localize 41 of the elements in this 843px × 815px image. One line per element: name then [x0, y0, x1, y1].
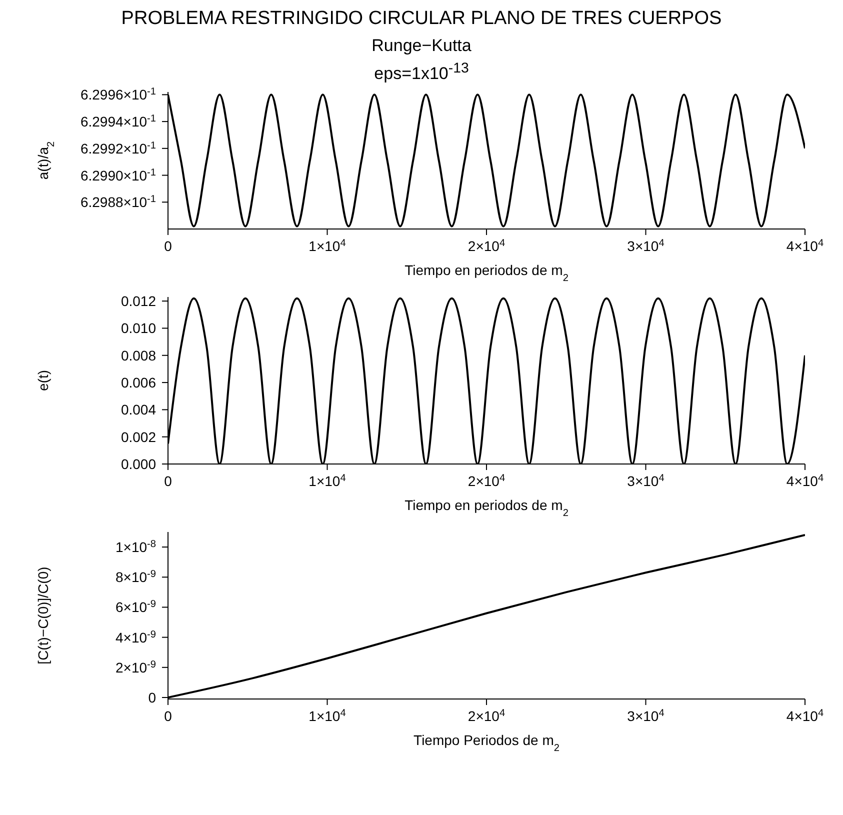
x-tick-label: 4×10$^{4}$	[786, 237, 824, 254]
y-tick-label: 6×10$^{-9}$	[115, 598, 156, 615]
x-tick-label: 3×10$^{4}$	[627, 707, 665, 724]
y-tick-label: 1×10$^{-8}$	[115, 538, 156, 555]
x-tick-label: 0	[164, 472, 172, 489]
y-tick-label: 0.002	[120, 428, 156, 444]
y-tick-label: 2×10$^{-9}$	[115, 658, 156, 676]
y-tick-label: 8×10$^{-9}$	[115, 568, 156, 585]
x-tick-label: 2×10$^{4}$	[468, 237, 506, 254]
x-tick-label: 1×10$^{4}$	[308, 237, 346, 254]
y-tick-label: 4×10$^{-9}$	[115, 628, 156, 645]
x-tick-label: 1×10$^{4}$	[308, 472, 346, 489]
y-tick-label: 0.012	[120, 292, 156, 309]
y-tick-label: 6.2988×10$^{-1}$	[80, 193, 156, 210]
x-tick-label: 2×10$^{4}$	[468, 472, 506, 489]
y-tick-label: 6.2992×10$^{-1}$	[80, 140, 156, 156]
y-tick-label: 0.006	[120, 374, 156, 390]
x-axis-title: Tiempo en periodos de m$_{2}$	[404, 496, 569, 518]
y-tick-label: 0	[148, 689, 156, 706]
x-axis-title: Tiempo Periodos de m$_{2}$	[414, 732, 560, 754]
x-tick-label: 4×10$^{4}$	[786, 707, 824, 724]
y-tick-label: 0.008	[120, 347, 156, 364]
x-tick-label: 4×10$^{4}$	[786, 472, 824, 489]
y-axis-title: [C(t)−C(0)]/C(0)	[35, 566, 51, 664]
y-tick-label: 0.000	[120, 456, 156, 472]
x-tick-label: 1×10$^{4}$	[308, 707, 346, 724]
x-tick-label: 3×10$^{4}$	[627, 472, 665, 489]
y-axis-title: e(t)	[35, 370, 51, 391]
x-tick-label: 0	[164, 708, 172, 724]
chart-subtitle: Runge−Kutta	[372, 36, 472, 55]
x-tick-label: 2×10$^{4}$	[468, 707, 506, 724]
y-tick-label: 0.004	[120, 401, 156, 418]
text: eps=1x10$^{-13}$	[374, 60, 469, 83]
x-tick-label: 0	[164, 238, 172, 254]
x-tick-label: 3×10$^{4}$	[627, 237, 665, 254]
x-axis-title: Tiempo en periodos de m$_{2}$	[404, 262, 569, 284]
chart-title: PROBLEMA RESTRINGIDO CIRCULAR PLANO DE TRES CUERPOS	[121, 8, 722, 29]
y-tick-label: 6.2996×10$^{-1}$	[80, 86, 156, 102]
y-tick-label: 0.010	[120, 320, 156, 336]
y-tick-label: 6.2994×10$^{-1}$	[80, 112, 156, 130]
y-tick-label: 6.2990×10$^{-1}$	[80, 166, 156, 183]
